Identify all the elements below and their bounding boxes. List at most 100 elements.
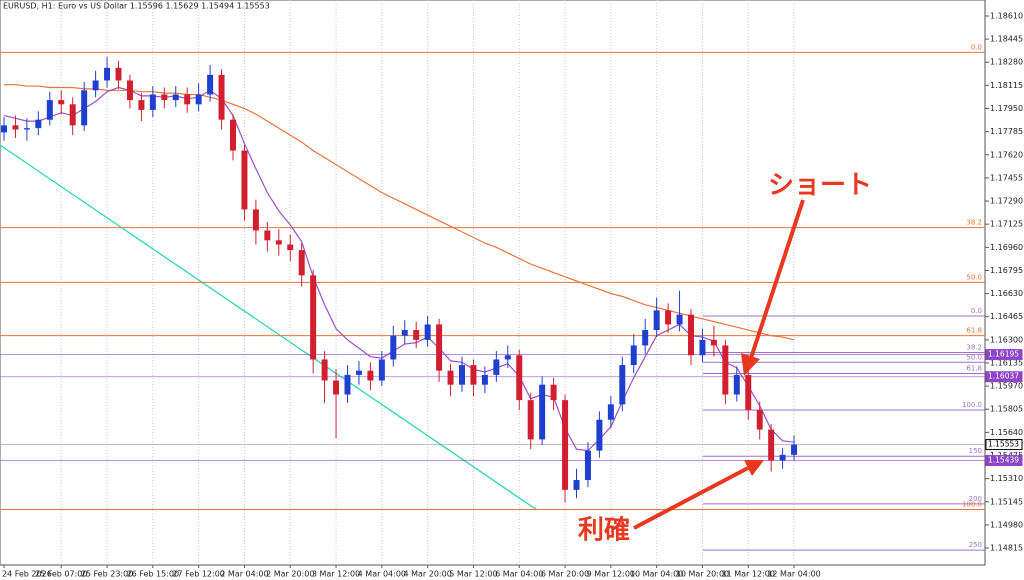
candle-body <box>81 90 88 126</box>
candle-body <box>195 94 202 105</box>
candle-body <box>367 370 374 381</box>
y-tick-label: 1.16795 <box>990 266 1023 275</box>
candle-body <box>733 374 740 395</box>
x-tick-label: 27 Feb 12:00 <box>172 570 224 579</box>
candle-body <box>710 339 717 346</box>
x-tick-label: 4 Mar 20:00 <box>403 570 451 579</box>
price-tag <box>985 439 1023 451</box>
x-tick-label: 25 Feb 07:00 <box>35 570 87 579</box>
arrow-take-profit <box>633 460 764 530</box>
y-tick-label: 1.18115 <box>990 81 1023 90</box>
candle-body <box>722 345 729 395</box>
candle-body <box>115 67 122 81</box>
annotation-take-profit: 利確 <box>578 515 630 546</box>
candle-body <box>607 404 614 420</box>
y-tick-label: 1.17785 <box>990 127 1023 136</box>
y-tick-label: 1.18280 <box>990 58 1023 67</box>
price-tag <box>985 371 1023 383</box>
plot-layer: 0.0 38.2 50.0 61.8 100.0 0.0 38.2 50.0 61.8 100.0… <box>0 43 985 551</box>
candle-body <box>275 240 282 245</box>
candle-body <box>310 275 317 360</box>
fib-level-label: 50.0 <box>966 273 982 281</box>
candle-body <box>745 374 752 410</box>
candle-body <box>665 310 672 325</box>
candle-body <box>619 365 626 405</box>
x-tick-label: 2 Mar 20:00 <box>266 570 314 579</box>
candle-body <box>298 250 305 276</box>
candle-body <box>390 335 397 360</box>
price-tag <box>985 349 1023 361</box>
candle-body <box>161 94 168 101</box>
candle-body <box>573 480 580 490</box>
y-tick-label: 1.14815 <box>990 544 1023 553</box>
candle-body <box>424 324 431 340</box>
price-tag-label: 1.15553 <box>988 440 1019 449</box>
candle-body <box>596 419 603 451</box>
arrow-short <box>741 199 805 376</box>
arrow-head <box>741 353 760 376</box>
y-tick-label: 1.16300 <box>990 335 1023 344</box>
x-tick-label: 3 Mar 12:00 <box>312 570 360 579</box>
y-tick-label: 1.16630 <box>990 289 1023 298</box>
price-tag-label: 1.15439 <box>988 456 1019 465</box>
candle-body <box>1 125 7 133</box>
candle-body <box>676 314 683 325</box>
x-tick-label: 11 Mar 12:00 <box>722 570 775 579</box>
y-tick-label: 1.17950 <box>990 104 1023 113</box>
candle-body <box>768 429 775 461</box>
candle-body <box>184 94 191 105</box>
candle-body <box>321 359 328 381</box>
price-tag-label: 1.16195 <box>988 350 1019 359</box>
candle-body <box>230 119 236 151</box>
candle-body <box>252 209 259 231</box>
y-tick-label: 1.18445 <box>990 35 1023 44</box>
candle-body <box>355 370 362 375</box>
candle-body <box>447 370 454 385</box>
x-tick-label: 10 Mar 04:00 <box>630 570 683 579</box>
moving-average <box>3 86 795 452</box>
y-tick-label: 1.15145 <box>990 497 1023 506</box>
candle-body <box>378 359 385 381</box>
candle-body <box>172 94 179 101</box>
y-tick-label: 1.17620 <box>990 150 1023 159</box>
candle-body <box>12 125 19 130</box>
candle-body <box>138 100 145 110</box>
candle-body <box>493 359 500 375</box>
candle-body <box>653 310 660 331</box>
candle-body <box>584 450 591 481</box>
annotation-short: ショート <box>768 171 872 201</box>
y-tick-label: 1.17290 <box>990 197 1023 206</box>
candle-body <box>550 384 557 401</box>
fib-level-label: 250 <box>969 541 982 549</box>
candle-body <box>35 119 42 129</box>
fib-level-label: 0.0 <box>971 43 982 51</box>
candle-body <box>642 330 649 346</box>
candle-body <box>218 74 225 120</box>
candle-body <box>401 330 408 336</box>
y-tick-label: 1.17125 <box>990 220 1023 229</box>
candle-body <box>516 355 523 401</box>
candle-body <box>92 80 99 91</box>
candle-body <box>470 365 477 385</box>
x-tick-label: 12 Mar 04:00 <box>767 570 820 579</box>
candle-body <box>436 324 443 371</box>
fib-level-label: 0.0 <box>971 307 982 315</box>
y-tick-label: 1.15310 <box>990 474 1023 483</box>
candle-body <box>688 314 694 356</box>
candle-body <box>69 104 76 126</box>
candle-body <box>104 67 111 81</box>
candle-body <box>459 365 465 385</box>
y-tick-label: 1.14980 <box>990 520 1023 529</box>
fib-level-label: 150 <box>969 447 982 455</box>
y-tick-label: 1.15640 <box>990 428 1023 437</box>
candle-body <box>344 374 351 395</box>
candle-body <box>126 80 133 101</box>
candle-body <box>413 330 420 340</box>
candle-body <box>207 74 214 95</box>
candle-body <box>241 150 248 210</box>
candle-body <box>791 444 798 455</box>
candle-body <box>333 380 340 395</box>
candle-body <box>539 384 546 440</box>
